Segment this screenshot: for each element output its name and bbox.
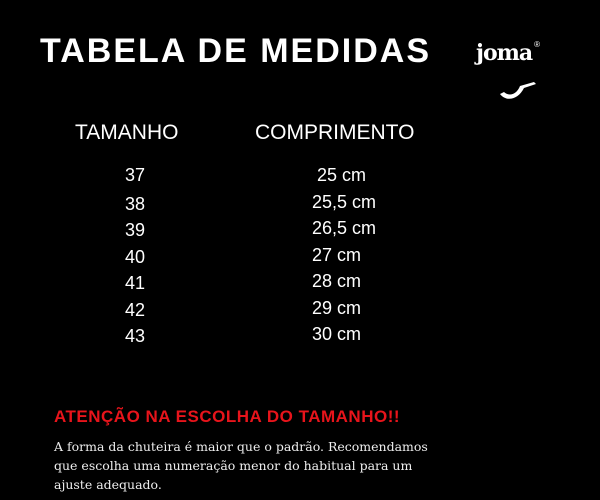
length-value: 25 cm <box>317 165 367 185</box>
length-value: 26,5 cm <box>312 218 377 238</box>
table-row: 41 28 cm <box>0 270 600 296</box>
size-value: 40 <box>124 246 146 267</box>
warning-title: ATENÇÃO NA ESCOLHA DO TAMANHO!! <box>54 407 401 426</box>
joma-j-icon <box>500 82 536 99</box>
size-value: 37 <box>124 165 146 185</box>
table-row: 43 30 cm <box>0 323 600 349</box>
table-row: 40 27 cm <box>0 244 600 270</box>
size-value: 42 <box>124 299 146 320</box>
header-size: TAMANHO <box>75 121 179 144</box>
size-value: 41 <box>124 273 146 293</box>
table-row: 38 25,5 cm <box>0 191 600 217</box>
size-value: 39 <box>124 220 146 240</box>
page-title: TABELA DE MEDIDAS <box>40 32 431 70</box>
size-value: 38 <box>124 193 146 214</box>
length-value: 28 cm <box>312 271 362 291</box>
joma-logo: joma ® <box>476 40 576 105</box>
length-value: 27 cm <box>312 244 362 265</box>
table-row: 39 26,5 cm <box>0 217 600 243</box>
header-length: COMPRIMENTO <box>255 121 415 144</box>
registered-mark: ® <box>534 40 541 49</box>
length-value: 25,5 cm <box>312 191 377 212</box>
table-row: 37 25 cm <box>0 164 600 190</box>
length-value: 30 cm <box>312 324 362 344</box>
size-value: 43 <box>124 326 146 346</box>
warning-text: A forma da chuteira é maior que o padrão… <box>54 439 428 492</box>
brand-name: joma <box>476 40 533 66</box>
table-row: 42 29 cm <box>0 297 600 323</box>
length-value: 29 cm <box>312 297 362 318</box>
